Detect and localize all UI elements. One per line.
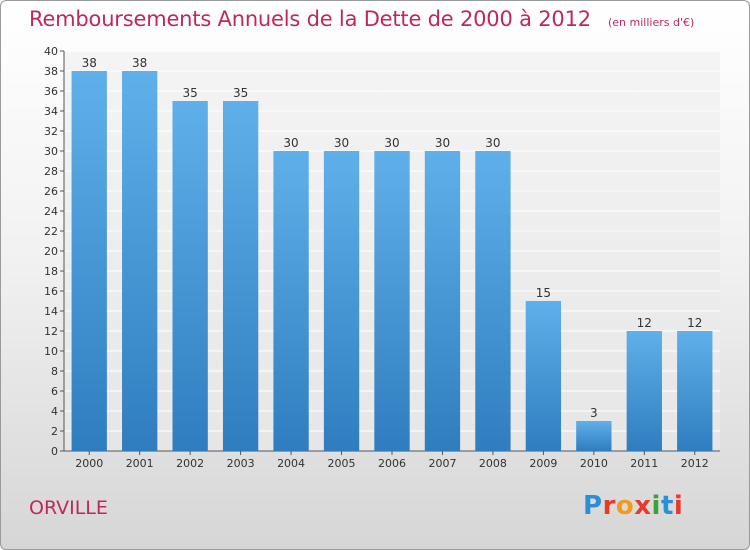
x-tick-label: 2011 bbox=[630, 457, 658, 470]
x-tick-label: 2000 bbox=[75, 457, 103, 470]
data-labels: 38 38 35 35 30 30 30 30 30 15 3 12 12 bbox=[82, 56, 703, 420]
title-row: Remboursements Annuels de la Dette de 20… bbox=[29, 7, 694, 31]
x-tick-label: 2005 bbox=[328, 457, 356, 470]
x-tick-label: 2012 bbox=[681, 457, 709, 470]
x-tick-label: 2010 bbox=[580, 457, 608, 470]
y-tick-label: 30 bbox=[44, 145, 58, 158]
brand-letter: o bbox=[615, 491, 635, 521]
x-tick-label: 2008 bbox=[479, 457, 507, 470]
x-tick-label: 2001 bbox=[126, 457, 154, 470]
y-tick-label: 32 bbox=[44, 125, 58, 138]
bar-2003 bbox=[222, 101, 259, 451]
bar-2007 bbox=[424, 151, 461, 451]
y-tick-label: 20 bbox=[44, 245, 58, 258]
x-tick-label: 2004 bbox=[277, 457, 305, 470]
y-tick-label: 40 bbox=[44, 45, 58, 58]
brand-letter: t bbox=[660, 491, 674, 521]
y-tick-label: 6 bbox=[51, 385, 58, 398]
x-tick-label: 2003 bbox=[227, 457, 255, 470]
data-label-2011: 12 bbox=[637, 316, 652, 330]
y-tick-label: 10 bbox=[44, 345, 58, 358]
bar-2010 bbox=[576, 421, 612, 451]
y-tick-label: 18 bbox=[44, 265, 58, 278]
brand-letter: r bbox=[602, 491, 616, 521]
x-tick-label: 2007 bbox=[428, 457, 456, 470]
y-tick-label: 28 bbox=[44, 165, 58, 178]
data-label-2004: 30 bbox=[283, 136, 298, 150]
bar-2002 bbox=[172, 101, 208, 451]
chart-unit-note: (en milliers d'€) bbox=[608, 16, 695, 29]
y-tick-label: 0 bbox=[51, 445, 58, 458]
brand-letter: P bbox=[583, 491, 603, 521]
data-label-2001: 38 bbox=[132, 56, 147, 70]
brand-letter: i bbox=[673, 491, 684, 521]
y-tick-label: 22 bbox=[44, 225, 58, 238]
data-label-2008: 30 bbox=[485, 136, 500, 150]
y-tick-label: 34 bbox=[44, 105, 58, 118]
bar-2001 bbox=[122, 71, 158, 451]
y-tick-label: 4 bbox=[51, 405, 58, 418]
brand-letter: i bbox=[651, 491, 661, 521]
y-tick-label: 36 bbox=[44, 85, 58, 98]
y-tick-label: 14 bbox=[44, 305, 58, 318]
commune-name: ORVILLE bbox=[29, 497, 108, 519]
x-tick-label: 2009 bbox=[529, 457, 557, 470]
bar-2000 bbox=[71, 71, 107, 451]
y-tick-label: 38 bbox=[44, 65, 58, 78]
data-label-2009: 15 bbox=[536, 286, 551, 300]
bar-2011 bbox=[626, 331, 662, 451]
data-label-2005: 30 bbox=[334, 136, 349, 150]
data-label-2003: 35 bbox=[233, 86, 248, 100]
bar-2004 bbox=[273, 151, 309, 451]
data-label-2000: 38 bbox=[82, 56, 97, 70]
data-label-2010: 3 bbox=[590, 406, 598, 420]
data-label-2002: 35 bbox=[183, 86, 198, 100]
y-tick-label: 8 bbox=[51, 365, 58, 378]
y-tick-label: 2 bbox=[51, 425, 58, 438]
bar-2008 bbox=[475, 151, 511, 451]
y-tick-label: 16 bbox=[44, 285, 58, 298]
bar-2012 bbox=[677, 331, 713, 451]
brand-letter: x bbox=[634, 491, 652, 521]
data-label-2007: 30 bbox=[435, 136, 450, 150]
y-tick-label: 26 bbox=[44, 185, 58, 198]
x-tick-label: 2006 bbox=[378, 457, 406, 470]
bars bbox=[71, 71, 713, 451]
bar-2006 bbox=[374, 151, 410, 451]
proxiti-logo: Proxiti bbox=[583, 491, 683, 521]
data-label-2006: 30 bbox=[384, 136, 399, 150]
bar-2009 bbox=[525, 301, 562, 451]
chart-title: Remboursements Annuels de la Dette de 20… bbox=[29, 7, 591, 31]
y-tick-label: 24 bbox=[44, 205, 58, 218]
bar-2005 bbox=[323, 151, 360, 451]
x-tick-label: 2002 bbox=[176, 457, 204, 470]
data-label-2012: 12 bbox=[687, 316, 702, 330]
y-tick-label: 12 bbox=[44, 325, 58, 338]
